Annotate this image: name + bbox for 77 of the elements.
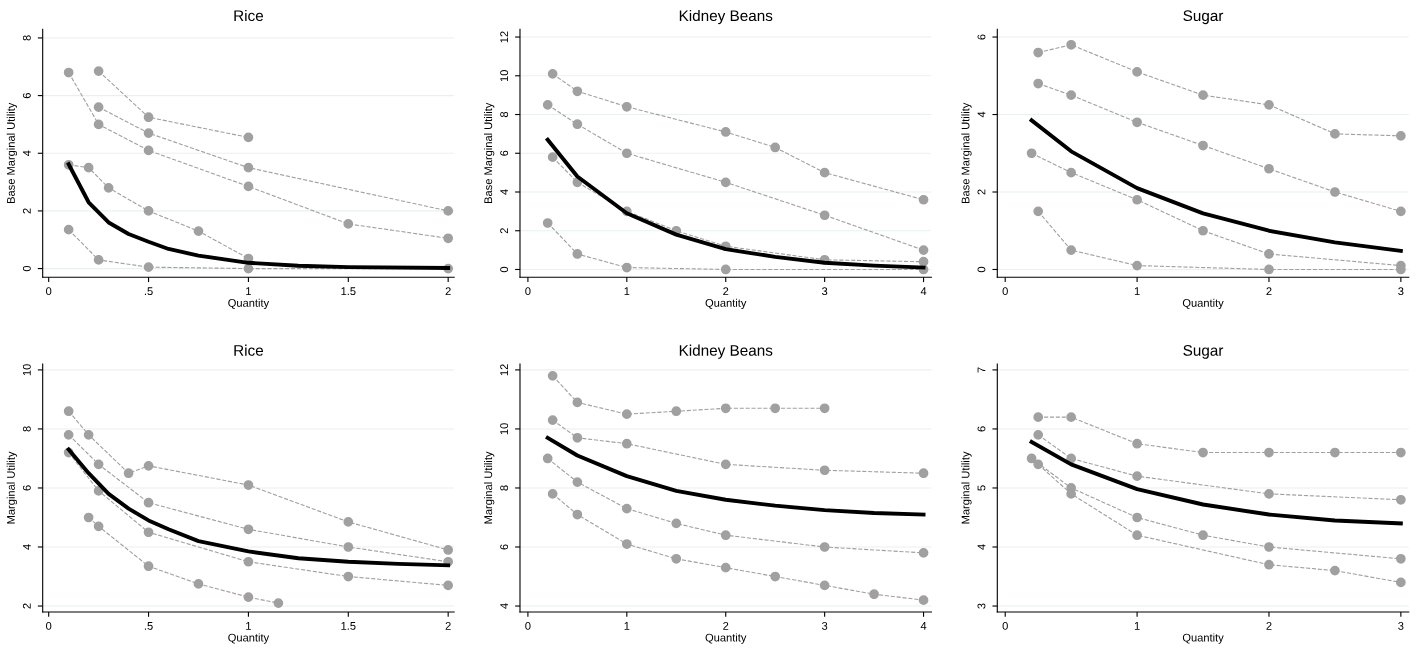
y-tick-label: 4 — [500, 603, 508, 609]
y-axis-title: Marginal Utility — [961, 451, 972, 524]
x-tick-label: 2 — [445, 621, 451, 630]
x-axis-title: Quantity — [705, 633, 747, 644]
y-axis-title: Base Marginal Utility — [6, 102, 18, 203]
y-tick-label: 12 — [500, 364, 508, 376]
x-axis-title: Quantity — [228, 298, 270, 310]
y-tick-label: 0 — [977, 266, 986, 273]
y-tick-label: 4 — [23, 544, 31, 550]
y-tick-label: 6 — [977, 34, 986, 40]
chart-title: Rice — [234, 344, 264, 356]
chart-title: Rice — [234, 9, 264, 22]
x-tick-label: 1 — [246, 622, 251, 630]
x-tick-label: 2 — [1266, 621, 1272, 630]
x-tick-label: 3 — [1398, 287, 1404, 296]
x-tick-label: 2 — [445, 287, 451, 295]
y-tick-label: 4 — [977, 111, 986, 118]
y-tick-label: 10 — [500, 70, 509, 82]
x-tick-label: 1 — [624, 622, 630, 630]
x-tick-label: .5 — [144, 622, 153, 630]
x-tick-label: 3 — [821, 621, 828, 630]
y-tick-label: 5 — [977, 485, 986, 491]
y-tick-label: 4 — [23, 150, 31, 157]
chart-title: Kidney Beans — [679, 344, 773, 359]
x-tick-label: 1 — [246, 287, 251, 295]
x-tick-label: 4 — [920, 287, 927, 295]
x-tick-label: 1 — [624, 287, 630, 295]
y-tick-label: 8 — [22, 35, 31, 41]
y-tick-label: 8 — [500, 111, 509, 118]
y-tick-label: 10 — [22, 364, 31, 376]
y-tick-label: 4 — [977, 544, 986, 550]
y-axis-title: Base Marginal Utility — [484, 102, 495, 203]
y-tick-label: 6 — [22, 93, 31, 99]
x-tick-label: 2 — [723, 621, 729, 630]
y-axis-title: Marginal Utility — [484, 451, 495, 524]
x-tick-label: 0 — [525, 287, 531, 296]
y-tick-label: 12 — [500, 31, 508, 43]
y-axis-title: Base Marginal Utility — [961, 102, 972, 203]
y-tick-label: 8 — [22, 426, 31, 432]
x-axis-title: Quantity — [1182, 298, 1224, 310]
x-tick-label: 1 — [1134, 622, 1140, 630]
y-tick-label: 0 — [500, 266, 509, 273]
x-tick-label: 1 — [1134, 287, 1140, 295]
x-tick-label: 2 — [1266, 287, 1272, 295]
x-axis-title: Quantity — [1182, 633, 1224, 644]
y-tick-label: 2 — [500, 228, 508, 234]
x-tick-label: 2 — [723, 287, 729, 295]
x-tick-label: 0 — [1002, 287, 1008, 296]
y-tick-label: 2 — [977, 189, 986, 195]
y-tick-label: 7 — [977, 367, 986, 373]
y-tick-label: 6 — [22, 485, 31, 491]
y-tick-label: 6 — [500, 544, 509, 550]
y-tick-label: 2 — [22, 603, 31, 609]
x-tick-label: 0 — [46, 287, 52, 296]
x-tick-label: 0 — [46, 621, 52, 630]
x-tick-label: 3 — [821, 287, 828, 296]
y-tick-label: 2 — [22, 208, 31, 214]
chart-title: Sugar — [1183, 345, 1224, 359]
y-tick-label: 10 — [500, 423, 509, 435]
y-tick-label: 8 — [500, 485, 509, 491]
y-axis-title: Marginal Utility — [6, 451, 18, 524]
y-tick-label: 6 — [977, 426, 986, 432]
chart-title: Sugar — [1183, 10, 1224, 25]
y-tick-label: 4 — [500, 189, 508, 195]
x-tick-label: 1.5 — [341, 287, 356, 296]
x-tick-label: 0 — [525, 621, 531, 630]
x-tick-label: .5 — [144, 287, 153, 296]
x-axis-title: Quantity — [228, 633, 270, 644]
x-tick-label: 3 — [1398, 621, 1404, 630]
chart-title: Kidney Beans — [679, 9, 773, 25]
y-tick-label: 3 — [977, 603, 986, 609]
y-tick-label: 6 — [500, 150, 509, 156]
x-tick-label: 4 — [920, 622, 927, 630]
y-tick-label: 0 — [22, 265, 31, 272]
x-tick-label: 0 — [1002, 621, 1008, 630]
x-tick-label: 1.5 — [341, 622, 356, 630]
x-axis-title: Quantity — [705, 298, 747, 310]
